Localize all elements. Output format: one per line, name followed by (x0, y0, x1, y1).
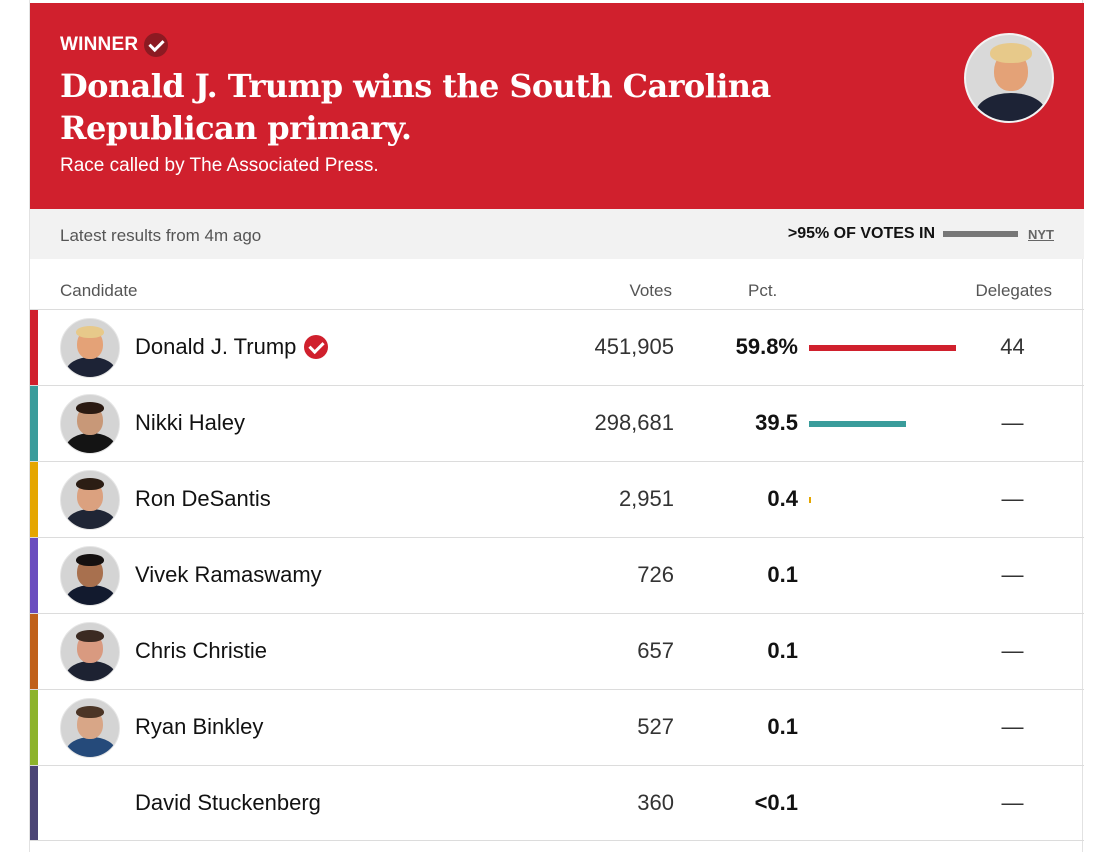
vote-percent: <0.1 (754, 790, 798, 815)
avatar (60, 470, 120, 530)
table-row: Vivek Ramaswamy 726 0.1 — (30, 537, 1084, 613)
delegate-count: — (1001, 790, 1024, 815)
vote-count: 451,905 (594, 334, 674, 359)
candidate-name-text: Chris Christie (135, 638, 268, 663)
header-delegates: Delegates (975, 281, 1052, 300)
delegate-count: — (1001, 562, 1024, 587)
results-meta-bar: Latest results from 4m ago >95% OF VOTES… (30, 209, 1084, 259)
party-color-stripe (30, 310, 38, 385)
vote-count: 657 (637, 638, 674, 663)
winner-photo (964, 33, 1054, 123)
vote-count: 2,951 (618, 486, 674, 511)
results-card: WINNER Donald J. Trump wins the South Ca… (29, 0, 1084, 852)
party-color-stripe (30, 462, 38, 537)
avatar (60, 698, 120, 758)
winner-label: WINNER (60, 34, 139, 55)
vote-percent: 0.1 (767, 714, 798, 739)
candidate-name: Ron DeSantis (135, 486, 271, 512)
page-title: Donald J. Trump wins the South Carolina … (60, 67, 771, 147)
votes-in-label: >95% OF VOTES IN (787, 225, 935, 242)
winner-banner: WINNER Donald J. Trump wins the South Ca… (30, 3, 1084, 209)
table-row: Chris Christie 657 0.1 — (30, 613, 1084, 689)
vote-percent: 0.4 (767, 486, 798, 511)
vote-share-bar (809, 497, 811, 503)
vote-percent: 0.1 (767, 562, 798, 587)
vote-share-bar (809, 421, 906, 427)
header-pct: Pct. (748, 281, 778, 300)
vote-share-bar (809, 345, 956, 351)
winner-check-icon (304, 335, 329, 359)
delegate-count: — (1001, 486, 1024, 511)
votes-in-bar (943, 231, 1018, 237)
party-color-stripe (30, 386, 38, 461)
candidate-name: Donald J. Trump (135, 334, 329, 360)
candidate-name-text: Nikki Haley (135, 410, 246, 435)
nyt-estimate-link[interactable]: NYT (1028, 226, 1054, 242)
party-color-stripe (30, 538, 38, 613)
table-row: Nikki Haley 298,681 39.5 — (30, 385, 1084, 461)
header-votes: Votes (629, 281, 672, 300)
candidate-name: Ryan Binkley (135, 714, 263, 740)
candidate-name-text: David Stuckenberg (135, 790, 321, 815)
vote-percent: 59.8% (735, 334, 798, 359)
party-color-stripe (30, 614, 38, 689)
avatar (60, 318, 120, 378)
delegate-count: 44 (1000, 334, 1025, 359)
votes-in-indicator: >95% OF VOTES IN NYT (788, 225, 1054, 243)
table-row: David Stuckenberg 360 <0.1 — (30, 765, 1084, 841)
candidate-name-text: Donald J. Trump (135, 334, 297, 359)
table-row: Ron DeSantis 2,951 0.4 — (30, 461, 1084, 537)
winner-check-icon (144, 33, 169, 57)
party-color-stripe (30, 690, 38, 765)
header-candidate: Candidate (60, 281, 138, 300)
delegate-count: — (1001, 410, 1024, 435)
vote-percent: 0.1 (767, 638, 798, 663)
table-row: Donald J. Trump 451,905 59.8% 44 (30, 309, 1084, 385)
vote-count: 298,681 (594, 410, 674, 435)
candidate-name-text: Vivek Ramaswamy (135, 562, 322, 587)
candidate-name: Nikki Haley (135, 410, 245, 436)
candidate-name-text: Ryan Binkley (135, 714, 264, 739)
latest-results-text: Latest results from 4m ago (60, 226, 262, 245)
party-color-stripe (30, 766, 38, 840)
winner-tag: WINNER (60, 33, 169, 57)
delegate-count: — (1001, 638, 1024, 663)
delegate-count: — (1001, 714, 1024, 739)
avatar (60, 394, 120, 454)
vote-count: 360 (637, 790, 674, 815)
candidate-name: Chris Christie (135, 638, 267, 664)
candidate-name-text: Ron DeSantis (135, 486, 271, 511)
vote-count: 527 (637, 714, 674, 739)
avatar (60, 622, 120, 682)
avatar (60, 546, 120, 606)
candidate-name: David Stuckenberg (135, 790, 321, 816)
vote-percent: 39.5 (755, 410, 798, 435)
vote-count: 726 (637, 562, 674, 587)
table-row: Ryan Binkley 527 0.1 — (30, 689, 1084, 765)
called-by-text: Race called by The Associated Press. (60, 155, 379, 176)
candidate-name: Vivek Ramaswamy (135, 562, 322, 588)
